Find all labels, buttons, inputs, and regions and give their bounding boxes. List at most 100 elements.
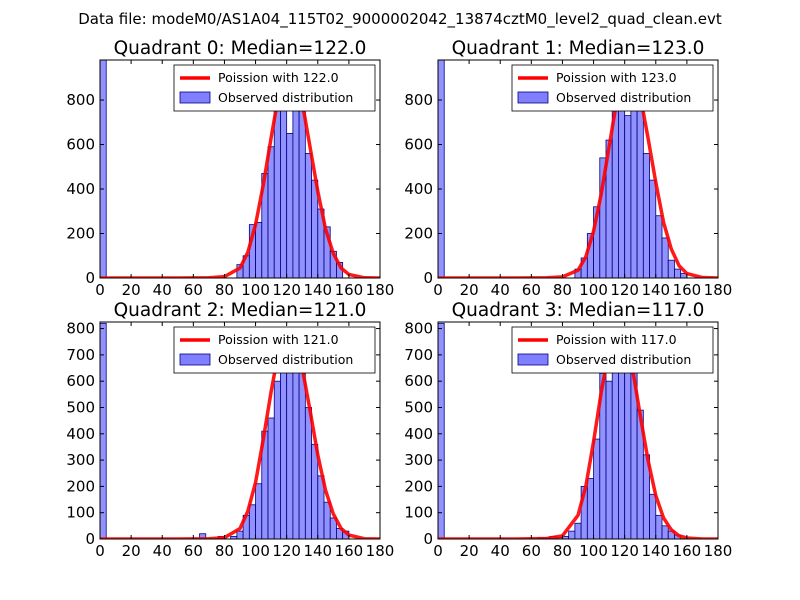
y-tick-label: 600 (404, 136, 433, 154)
legend: Poission with 123.0 Observed distribution (511, 64, 714, 112)
x-tick-label: 20 (122, 281, 141, 299)
x-tick-label: 20 (460, 542, 479, 560)
histogram-bar (286, 367, 294, 539)
histogram-bar (593, 438, 601, 539)
y-tick-label: 0 (423, 530, 433, 548)
y-tick-label: 200 (404, 477, 433, 495)
y-tick-label: 700 (404, 346, 433, 364)
histogram-bar (438, 322, 445, 539)
histogram-bar (304, 407, 312, 539)
y-tick-label: 400 (404, 180, 433, 198)
legend: Poission with 121.0 Observed distribution (173, 326, 376, 374)
x-tick-label: 40 (153, 542, 172, 560)
histogram-bar (273, 380, 281, 539)
histogram-bar (574, 522, 582, 539)
figure-suptitle: Data file: modeM0/AS1A04_115T02_90000020… (78, 10, 722, 29)
y-tick-label: 400 (66, 425, 95, 443)
x-tick-label: 60 (184, 542, 203, 560)
x-tick-label: 80 (215, 281, 234, 299)
histogram-bar (236, 530, 244, 539)
histogram-bar (438, 60, 445, 278)
histogram-bar (624, 370, 632, 539)
x-tick-label: 0 (433, 281, 443, 299)
x-tick-label: 20 (122, 542, 141, 560)
x-tick-label: 100 (579, 542, 608, 560)
x-tick-label: 180 (366, 542, 395, 560)
subplot-quadrant-2: 0 20 40 60 80 100 120 140 160 1800100200300400500… (66, 300, 394, 560)
subplot-title: Quadrant 3: Median=117.0 (452, 300, 705, 321)
x-tick-label: 180 (366, 281, 395, 299)
subplot-title: Quadrant 0: Median=122.0 (114, 38, 367, 59)
histogram-bar (568, 530, 576, 539)
y-tick-label: 0 (85, 269, 95, 287)
histogram-bar (630, 97, 638, 278)
y-tick-label: 600 (66, 136, 95, 154)
histogram-bar (649, 179, 657, 278)
y-tick-label: 100 (66, 504, 95, 522)
histogram-bar (667, 259, 675, 278)
histogram-bar (661, 237, 669, 278)
histogram-bar (605, 380, 613, 539)
legend-label-poisson: Poission with 121.0 (218, 332, 339, 347)
subplot-title: Quadrant 2: Median=121.0 (114, 300, 367, 321)
y-tick-label: 400 (66, 180, 95, 198)
histogram-bar (642, 153, 650, 278)
legend-bar-swatch (517, 91, 549, 104)
histogram-bar (255, 221, 263, 278)
x-tick-label: 120 (610, 281, 639, 299)
subplot-quadrant-3: 0 20 40 60 80 100 120 140 160 1800100200300400500… (404, 300, 732, 560)
x-tick-label: 80 (215, 542, 234, 560)
y-tick-label: 500 (404, 398, 433, 416)
y-tick-label: 100 (404, 504, 433, 522)
histogram-bar (611, 108, 619, 278)
legend-label-observed: Observed distribution (556, 90, 691, 105)
x-tick-label: 60 (184, 281, 203, 299)
legend-bar-swatch (179, 91, 211, 104)
histogram-bar (655, 514, 663, 539)
x-tick-label: 100 (579, 281, 608, 299)
axes-frame (437, 59, 719, 279)
legend-bar-swatch (517, 353, 549, 366)
x-tick-label: 40 (491, 542, 510, 560)
x-tick-label: 0 (433, 542, 443, 560)
histogram-bar (100, 60, 107, 278)
subplot-grid: 0 20 40 60 80 100 120 140 160 1800200400600800Qua… (66, 38, 732, 560)
x-tick-label: 180 (704, 281, 733, 299)
histogram-bar (649, 493, 657, 539)
y-tick-label: 200 (66, 225, 95, 243)
x-tick-label: 160 (673, 281, 702, 299)
subplot-quadrant-1: 0 20 40 60 80 100 120 140 160 180 0 200 400 600 800 Qua… (404, 38, 732, 299)
y-tick-label: 800 (404, 320, 433, 338)
histogram-bar (586, 478, 594, 539)
axes-frame (99, 59, 381, 279)
y-tick-label: 400 (404, 425, 433, 443)
y-tick-label: 600 (66, 372, 95, 390)
x-tick-label: 100 (241, 542, 270, 560)
legend-label-poisson: Poission with 117.0 (556, 332, 677, 347)
histogram-bar (323, 501, 331, 539)
legend-label-observed: Observed distribution (218, 352, 353, 367)
histogram-bar (255, 483, 263, 539)
axes-frame (99, 321, 381, 540)
x-tick-label: 160 (335, 542, 364, 560)
y-tick-label: 300 (404, 451, 433, 469)
legend-label-poisson: Poission with 123.0 (556, 70, 677, 85)
plot-area (100, 60, 380, 278)
y-tick-label: 700 (66, 346, 95, 364)
subplot-quadrant-0: 0 20 40 60 80 100 120 140 160 180 0 200 400 600 800 Qua… (66, 38, 394, 299)
legend: Poission with 117.0 Observed distribution (511, 326, 714, 374)
x-tick-label: 140 (641, 281, 670, 299)
x-tick-label: 100 (241, 281, 270, 299)
histogram-bar (624, 115, 632, 278)
x-tick-label: 120 (610, 542, 639, 560)
x-tick-label: 160 (673, 542, 702, 560)
x-tick-label: 60 (522, 281, 541, 299)
y-tick-label: 800 (66, 320, 95, 338)
histogram-bar (298, 99, 306, 278)
histogram-bar (636, 108, 644, 278)
x-tick-label: 160 (335, 281, 364, 299)
y-tick-label: 800 (66, 91, 95, 109)
y-tick-label: 200 (404, 225, 433, 243)
legend: Poission with 122.0 Observed distribution (173, 64, 376, 112)
